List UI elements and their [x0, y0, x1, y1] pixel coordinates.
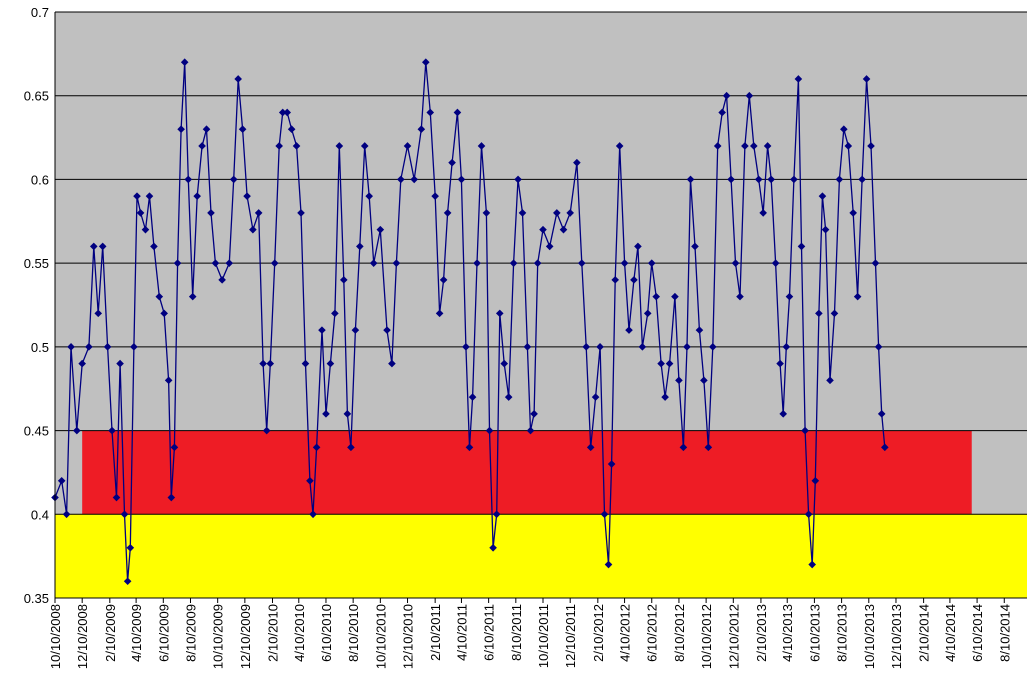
y-tick-label: 0.35 — [24, 591, 49, 606]
x-tick-label: 8/10/2011 — [509, 604, 524, 661]
x-tick-label: 2/10/2009 — [103, 604, 118, 662]
x-tick-label: 10/10/2008 — [48, 604, 63, 669]
x-tick-label: 8/10/2009 — [183, 604, 198, 662]
x-tick-label: 10/10/2012 — [699, 604, 714, 669]
band-yellow — [55, 514, 1027, 598]
x-tick-label: 4/10/2009 — [129, 604, 144, 662]
x-tick-label: 6/10/2012 — [645, 604, 660, 662]
x-axis-ticks: 10/10/2008 12/10/2008 2/10/2009 4/10/2009 6/… — [48, 598, 1012, 669]
x-tick-label: 4/10/2014 — [943, 604, 958, 662]
x-tick-label: 10/10/2009 — [211, 604, 226, 669]
x-tick-label: 10/10/2011 — [536, 604, 551, 668]
x-tick-label: 4/10/2013 — [780, 604, 795, 662]
y-tick-label: 0.7 — [31, 5, 49, 20]
x-tick-label: 6/10/2010 — [319, 604, 334, 662]
x-tick-label: 8/10/2013 — [835, 604, 850, 662]
x-tick-label: 2/10/2014 — [917, 604, 932, 662]
x-tick-label: 4/10/2011 — [454, 604, 469, 661]
x-tick-label: 12/10/2010 — [401, 604, 416, 669]
y-tick-label: 0.5 — [31, 340, 49, 355]
y-tick-label: 0.4 — [31, 507, 49, 522]
x-tick-label: 6/10/2014 — [970, 604, 985, 662]
x-tick-label: 2/10/2012 — [591, 604, 606, 662]
x-tick-label: 8/10/2014 — [997, 604, 1012, 662]
x-tick-label: 4/10/2010 — [292, 604, 307, 662]
x-tick-label: 12/10/2009 — [238, 604, 253, 669]
x-tick-label: 2/10/2010 — [265, 604, 280, 662]
y-axis-ticks: 0.35 0.4 0.45 0.5 0.55 0.6 0.65 0.7 — [24, 5, 49, 606]
x-tick-label: 12/10/2011 — [563, 604, 578, 668]
x-tick-label: 8/10/2010 — [346, 604, 361, 662]
x-tick-label: 10/10/2010 — [373, 604, 388, 669]
x-tick-label: 6/10/2013 — [807, 604, 822, 662]
y-tick-label: 0.45 — [24, 424, 49, 439]
x-tick-label: 8/10/2012 — [672, 604, 687, 662]
x-tick-label: 12/10/2012 — [726, 604, 741, 669]
y-tick-label: 0.65 — [24, 89, 49, 104]
x-tick-label: 6/10/2009 — [156, 604, 171, 662]
band-red — [82, 431, 972, 515]
x-tick-label: 2/10/2011 — [428, 604, 443, 661]
x-tick-label: 6/10/2011 — [482, 604, 497, 661]
y-tick-label: 0.55 — [24, 256, 49, 271]
x-tick-label: 12/10/2013 — [889, 604, 904, 669]
x-tick-label: 10/10/2013 — [862, 604, 877, 669]
y-tick-label: 0.6 — [31, 172, 49, 187]
x-tick-label: 12/10/2008 — [75, 604, 90, 669]
x-tick-label: 2/10/2013 — [754, 604, 769, 662]
x-tick-label: 4/10/2012 — [618, 604, 633, 662]
